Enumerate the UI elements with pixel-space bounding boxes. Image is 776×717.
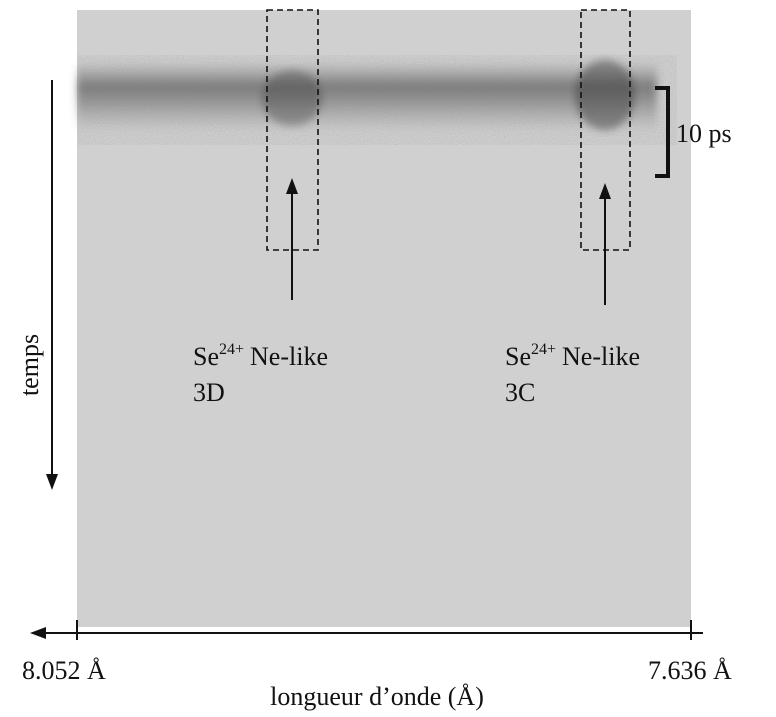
scale-bracket [655, 86, 670, 178]
label: Ne-like [250, 342, 328, 371]
annotation-label: Se24+ Ne-like [505, 341, 640, 371]
charge: 24+ [219, 341, 244, 358]
scale-label: 10 ps [676, 119, 732, 148]
wavelength-label: longueur d’onde (Å) [270, 682, 484, 711]
left-wavelength: 8.052 Å [22, 656, 106, 685]
element: Se [505, 342, 531, 371]
emission-band [77, 55, 677, 145]
arrowhead [46, 474, 58, 490]
selection-box [266, 9, 319, 251]
line-label: 3C [505, 378, 535, 407]
arrowhead [286, 178, 298, 194]
charge: 24+ [531, 341, 556, 358]
arrowhead [30, 627, 46, 639]
arrowhead [599, 183, 611, 199]
element: Se [193, 342, 219, 371]
annotation-label: Se24+ Ne-like [193, 341, 328, 371]
right-wavelength: 7.636 Å [648, 656, 732, 685]
time-label: temps [15, 334, 44, 396]
line-label: 3D [193, 378, 225, 407]
label: Ne-like [562, 342, 640, 371]
